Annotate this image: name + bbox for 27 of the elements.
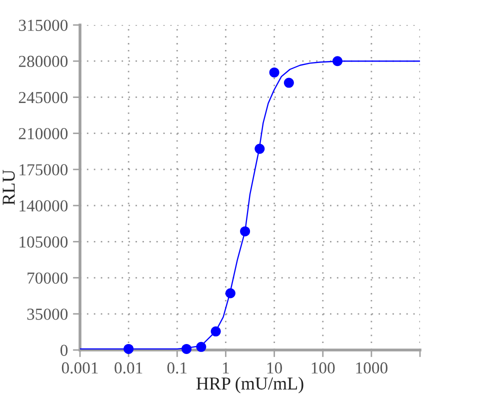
x-axis-title: HRP (mU/mL) xyxy=(196,376,304,394)
point xyxy=(210,326,221,336)
x-tick-label: 100 xyxy=(312,362,335,374)
point xyxy=(182,344,192,354)
x-tick-label: 0.01 xyxy=(114,362,142,374)
point xyxy=(269,67,280,78)
y-tick-label: 140000 xyxy=(20,200,68,212)
y-tick-label: 105000 xyxy=(20,236,68,248)
point xyxy=(225,288,236,298)
x-tick-label: 0.1 xyxy=(167,362,187,374)
y-tick-label: 175000 xyxy=(20,164,68,176)
y-tick-label: 210000 xyxy=(18,128,68,140)
y-tick-label: 280000 xyxy=(18,56,68,68)
point xyxy=(196,342,206,352)
y-axis-title: RLU xyxy=(2,170,15,206)
point xyxy=(284,78,294,88)
y-tick-label: 315000 xyxy=(18,20,68,31)
point xyxy=(240,226,250,236)
y-tick-label: 0 xyxy=(60,344,68,356)
x-tick-label: 10 xyxy=(267,362,282,374)
x-tick-label: 1 xyxy=(223,362,229,374)
point xyxy=(254,144,265,154)
y-tick-label: 70000 xyxy=(28,272,68,284)
y-tick-label: 35000 xyxy=(27,308,68,320)
y-tick-label: 245000 xyxy=(18,92,68,104)
x-tick-label: 0.001 xyxy=(62,362,98,374)
x-tick-label: 1000 xyxy=(356,362,388,374)
